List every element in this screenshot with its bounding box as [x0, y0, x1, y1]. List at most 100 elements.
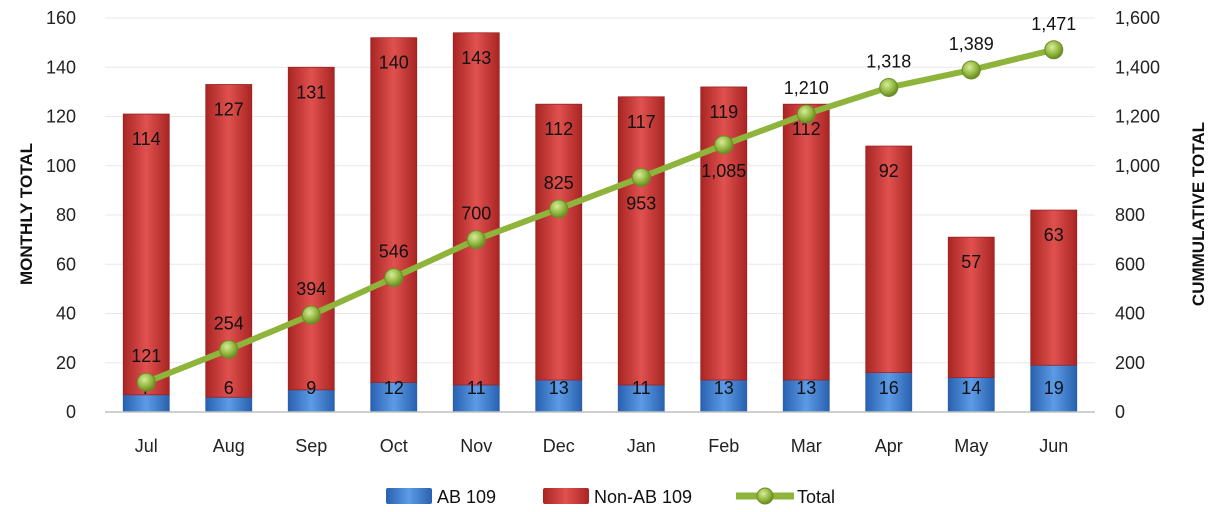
bar-label-ab109: 9	[306, 378, 316, 398]
x-axis-tick-label: Apr	[875, 436, 903, 456]
x-axis-tick-label: Aug	[213, 436, 245, 456]
x-axis-tick-label: Jan	[627, 436, 656, 456]
bar-label-ab109: 13	[796, 378, 816, 398]
left-axis-title: MONTHLY TOTAL	[17, 143, 36, 285]
bar-label-ab109: 11	[632, 378, 651, 398]
total-value-label: 825	[544, 173, 574, 193]
right-axis-tick-label: 1,400	[1115, 57, 1160, 77]
bar-label-non-ab109: 112	[792, 119, 821, 139]
total-line-series	[136, 40, 1064, 392]
bar-label-non-ab109: 57	[961, 252, 981, 272]
bar-label-ab109: 14	[961, 378, 981, 398]
legend-marker-total	[756, 487, 774, 505]
bar-non-ab109	[700, 86, 748, 381]
left-axis-tick-label: 160	[46, 8, 76, 28]
total-marker	[549, 199, 569, 219]
right-axis-tick-label: 800	[1115, 205, 1145, 225]
bar-label-non-ab109: 127	[214, 99, 244, 119]
total-value-label: 1,210	[784, 78, 829, 98]
total-marker	[136, 372, 156, 392]
bar-ab109	[782, 379, 830, 413]
right-axis-tick-label: 400	[1115, 304, 1145, 324]
x-axis-tick-label: Jun	[1039, 436, 1068, 456]
legend-swatch-non-ab109	[543, 488, 589, 504]
legend: AB 109 Non-AB 109 Total	[386, 487, 835, 507]
bar-non-ab109	[535, 103, 583, 381]
bar-label-ab109: 11	[467, 378, 486, 398]
legend-label-non-ab109: Non-AB 109	[594, 487, 692, 507]
bar-label-non-ab109: 119	[709, 102, 738, 122]
x-axis-tick-label: May	[954, 436, 988, 456]
bar-non-ab109	[947, 236, 995, 378]
bar-label-non-ab109: 140	[379, 53, 409, 73]
total-value-label: 1,471	[1031, 14, 1076, 34]
legend-swatch-ab109	[386, 488, 432, 504]
bar-label-non-ab109: 92	[879, 161, 899, 181]
bar-label-ab109: 19	[1044, 378, 1064, 398]
bar-label-ab109: 13	[714, 378, 734, 398]
left-axis-tick-label: 80	[56, 205, 76, 225]
axes: 0 20 40 60 80 100 120 140 160 0 200 400 600 800 1,000 1…	[46, 8, 1160, 456]
bar-label-ab109: 13	[549, 378, 569, 398]
total-marker	[631, 167, 651, 187]
right-axis-tick-label: 200	[1115, 353, 1145, 373]
x-axis-tick-label: Sep	[295, 436, 327, 456]
left-axis-tick-label: 140	[46, 57, 76, 77]
total-value-label: 121	[131, 346, 161, 366]
total-marker	[384, 268, 404, 288]
x-axis-tick-label: Nov	[460, 436, 492, 456]
bar-label-ab109: 6	[224, 378, 234, 398]
left-axis-tick-label: 40	[56, 304, 76, 324]
left-axis-tick-label: 20	[56, 353, 76, 373]
bar-ab109	[535, 379, 583, 413]
total-value-label: 1,389	[949, 34, 994, 54]
bar-non-ab109	[122, 113, 170, 396]
total-marker	[301, 305, 321, 325]
bar-label-non-ab109: 117	[627, 112, 656, 132]
total-marker	[796, 104, 816, 124]
right-axis-tick-label: 1,600	[1115, 8, 1160, 28]
right-axis-tick-label: 600	[1115, 254, 1145, 274]
total-value-label: 1,318	[866, 51, 911, 71]
bar-label-ab109: 16	[879, 378, 899, 398]
left-axis-tick-label: 60	[56, 254, 76, 274]
x-axis-tick-label: Dec	[543, 436, 575, 456]
total-marker	[879, 77, 899, 97]
legend-label-total: Total	[797, 487, 835, 507]
bar-non-ab109	[370, 37, 418, 383]
left-axis-tick-label: 100	[46, 156, 76, 176]
legend-label-ab109: AB 109	[437, 487, 496, 507]
bar-label-ab109: 12	[384, 378, 404, 398]
x-axis-tick-label: Oct	[380, 436, 408, 456]
total-marker	[714, 135, 734, 155]
right-axis-title: CUMMULATIVE TOTAL	[1189, 122, 1208, 306]
bar-ab109	[865, 372, 913, 413]
total-marker	[466, 230, 486, 250]
bar-label-non-ab109: 131	[296, 82, 326, 102]
bar-non-ab109	[287, 66, 335, 391]
bar-non-ab109	[617, 96, 665, 386]
bar-label-non-ab109: 143	[461, 48, 491, 68]
total-value-label: 700	[461, 204, 491, 224]
total-value-label: 394	[296, 279, 326, 299]
total-value-label: 1,085	[701, 161, 746, 181]
total-line	[145, 46, 1055, 385]
bar-non-ab109	[782, 103, 830, 381]
bar-value-labels: 1147127613191401214311112131171111913112…	[132, 48, 1064, 398]
x-axis-tick-label: Feb	[708, 436, 739, 456]
x-axis-tick-label: Mar	[791, 436, 822, 456]
total-value-label: 953	[626, 193, 656, 213]
total-value-labels: 121 254 394 546 700 825 953 1,085 1,210 1,318 1,38…	[131, 14, 1076, 366]
x-axis-tick-label: Jul	[135, 436, 158, 456]
gridlines	[105, 17, 1095, 364]
bar-non-ab109	[1030, 209, 1078, 366]
right-axis-tick-label: 0	[1115, 402, 1125, 422]
left-axis-tick-label: 0	[66, 402, 76, 422]
bar-ab109	[205, 396, 253, 413]
bar-label-non-ab109: 63	[1044, 225, 1064, 245]
total-marker	[961, 60, 981, 80]
bar-ab109	[700, 379, 748, 413]
right-axis-tick-label: 1,000	[1115, 156, 1160, 176]
bar-label-non-ab109: 114	[132, 129, 161, 149]
